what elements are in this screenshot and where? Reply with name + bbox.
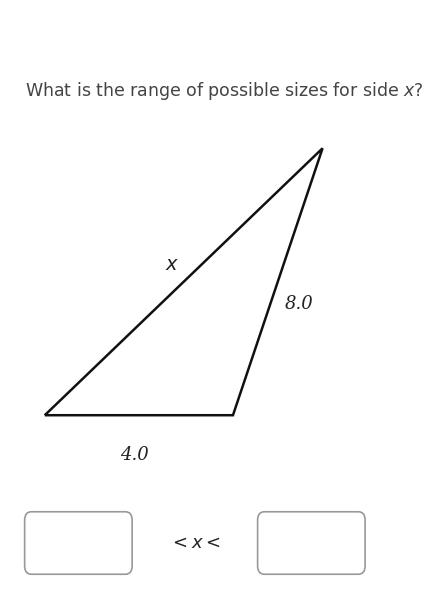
Text: Triangle side length rules: Triangle side length rules xyxy=(11,16,302,35)
Text: 4.0: 4.0 xyxy=(120,446,149,464)
FancyBboxPatch shape xyxy=(25,512,132,574)
Text: $x$: $x$ xyxy=(165,255,180,274)
FancyBboxPatch shape xyxy=(258,512,365,574)
Text: 8.0: 8.0 xyxy=(284,295,313,314)
Text: $< x <$: $< x <$ xyxy=(169,534,220,552)
Text: What is the range of possible sizes for side $x$?: What is the range of possible sizes for … xyxy=(25,80,423,103)
